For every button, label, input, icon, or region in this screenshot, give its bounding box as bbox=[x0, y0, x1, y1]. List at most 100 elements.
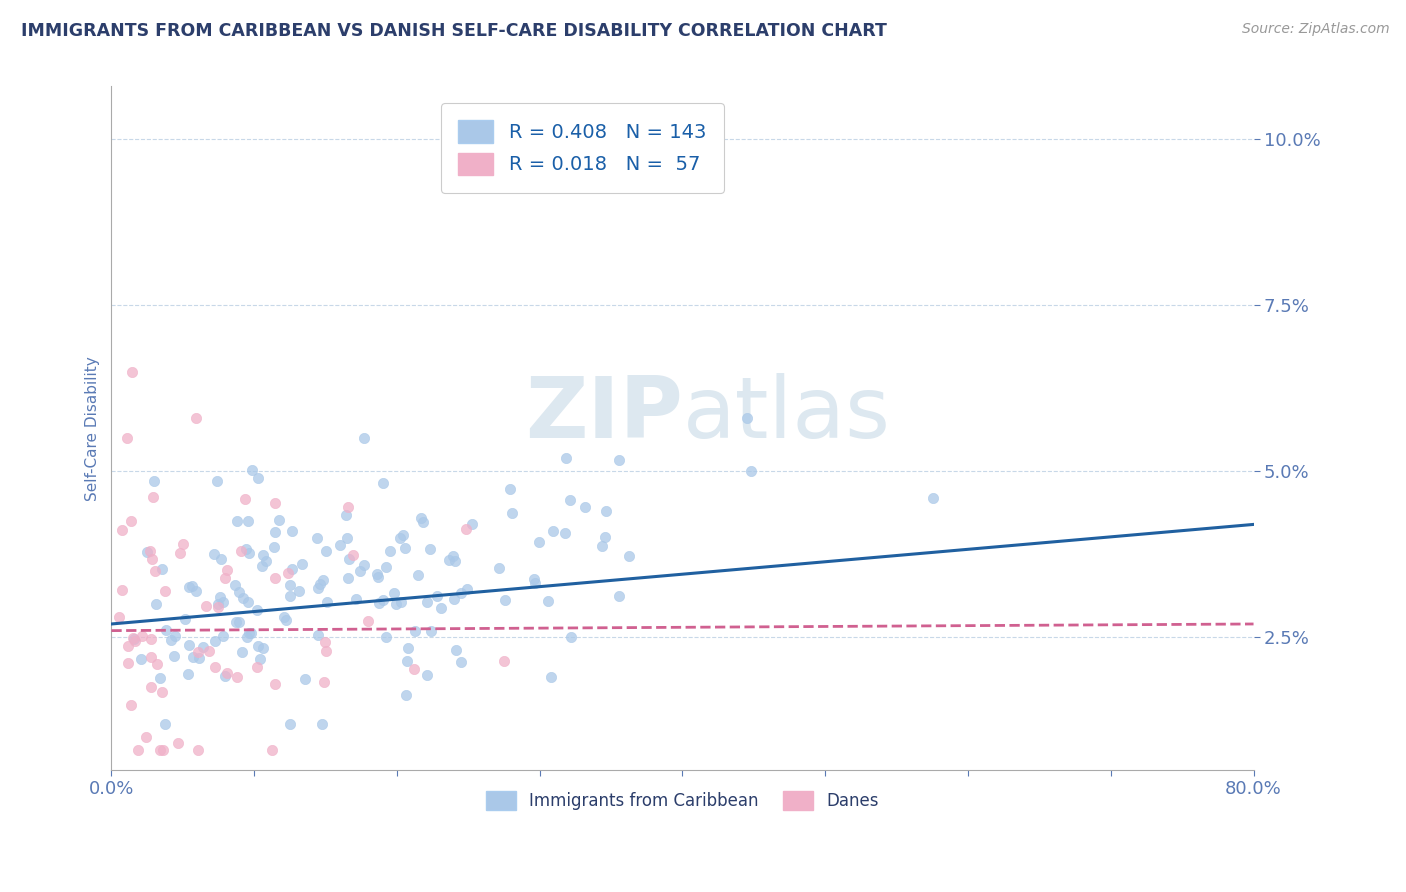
Point bbox=[242, 463, 264, 477]
Point bbox=[740, 464, 762, 478]
Point bbox=[367, 596, 389, 610]
Point bbox=[429, 600, 451, 615]
Point bbox=[541, 524, 564, 538]
Point bbox=[184, 411, 207, 425]
Point bbox=[169, 546, 191, 560]
Point bbox=[229, 543, 252, 558]
Point bbox=[246, 639, 269, 653]
Point bbox=[212, 595, 235, 609]
Point bbox=[394, 541, 416, 555]
Point bbox=[389, 594, 412, 608]
Point bbox=[404, 662, 426, 676]
Point bbox=[122, 632, 145, 646]
Point bbox=[312, 574, 335, 588]
Point bbox=[217, 563, 239, 577]
Point bbox=[149, 743, 172, 757]
Point bbox=[264, 571, 287, 585]
Point bbox=[167, 736, 190, 750]
Point bbox=[263, 540, 285, 554]
Point bbox=[274, 613, 297, 627]
Point bbox=[152, 743, 174, 757]
Point bbox=[336, 531, 359, 545]
Point bbox=[426, 589, 449, 603]
Point bbox=[314, 635, 336, 649]
Point bbox=[280, 524, 302, 539]
Point bbox=[217, 665, 239, 680]
Point bbox=[238, 546, 260, 560]
Point bbox=[142, 490, 165, 504]
Point bbox=[280, 577, 302, 591]
Point bbox=[307, 532, 329, 546]
Point bbox=[523, 572, 546, 586]
Point bbox=[232, 591, 254, 605]
Point bbox=[224, 578, 246, 592]
Point bbox=[139, 680, 162, 694]
Point bbox=[267, 513, 290, 527]
Point bbox=[177, 638, 200, 652]
Point bbox=[249, 652, 271, 666]
Point bbox=[146, 657, 169, 672]
Point bbox=[226, 514, 249, 528]
Point bbox=[139, 650, 162, 665]
Point bbox=[108, 609, 131, 624]
Point bbox=[117, 639, 139, 653]
Point bbox=[246, 660, 269, 674]
Point bbox=[179, 580, 201, 594]
Point bbox=[122, 632, 145, 647]
Point bbox=[181, 650, 204, 665]
Point bbox=[246, 603, 269, 617]
Point bbox=[537, 594, 560, 608]
Point bbox=[554, 526, 576, 541]
Point bbox=[150, 562, 173, 576]
Point bbox=[307, 581, 329, 595]
Point bbox=[560, 630, 582, 644]
Point bbox=[494, 654, 516, 668]
Point bbox=[202, 548, 225, 562]
Point bbox=[617, 549, 640, 563]
Point bbox=[336, 500, 359, 514]
Point bbox=[391, 528, 413, 542]
Point bbox=[278, 716, 301, 731]
Point bbox=[460, 517, 482, 532]
Point bbox=[540, 669, 562, 683]
Point bbox=[264, 524, 287, 539]
Point bbox=[111, 582, 134, 597]
Point bbox=[252, 641, 274, 656]
Point bbox=[121, 365, 143, 379]
Point bbox=[366, 567, 388, 582]
Point bbox=[307, 628, 329, 642]
Point bbox=[281, 562, 304, 576]
Point bbox=[735, 411, 758, 425]
Point bbox=[155, 624, 177, 638]
Point bbox=[498, 482, 520, 496]
Point bbox=[353, 558, 375, 572]
Point bbox=[277, 566, 299, 580]
Point bbox=[404, 624, 426, 638]
Point bbox=[264, 496, 287, 510]
Point bbox=[273, 610, 295, 624]
Point bbox=[188, 651, 211, 665]
Point bbox=[226, 670, 249, 684]
Point bbox=[375, 560, 398, 574]
Point bbox=[163, 648, 186, 663]
Point bbox=[356, 614, 378, 628]
Point bbox=[173, 612, 195, 626]
Point bbox=[488, 560, 510, 574]
Point bbox=[141, 552, 163, 566]
Point bbox=[380, 544, 402, 558]
Text: atlas: atlas bbox=[682, 373, 890, 456]
Point bbox=[344, 591, 367, 606]
Point bbox=[415, 668, 437, 682]
Point bbox=[444, 554, 467, 568]
Point bbox=[607, 453, 630, 467]
Point bbox=[136, 545, 159, 559]
Point bbox=[177, 666, 200, 681]
Legend: Immigrants from Caribbean, Danes: Immigrants from Caribbean, Danes bbox=[472, 777, 893, 823]
Y-axis label: Self-Care Disability: Self-Care Disability bbox=[86, 356, 100, 500]
Point bbox=[291, 557, 314, 571]
Point bbox=[165, 629, 187, 643]
Point bbox=[524, 575, 547, 590]
Point bbox=[250, 558, 273, 573]
Point bbox=[135, 730, 157, 744]
Point bbox=[149, 671, 172, 685]
